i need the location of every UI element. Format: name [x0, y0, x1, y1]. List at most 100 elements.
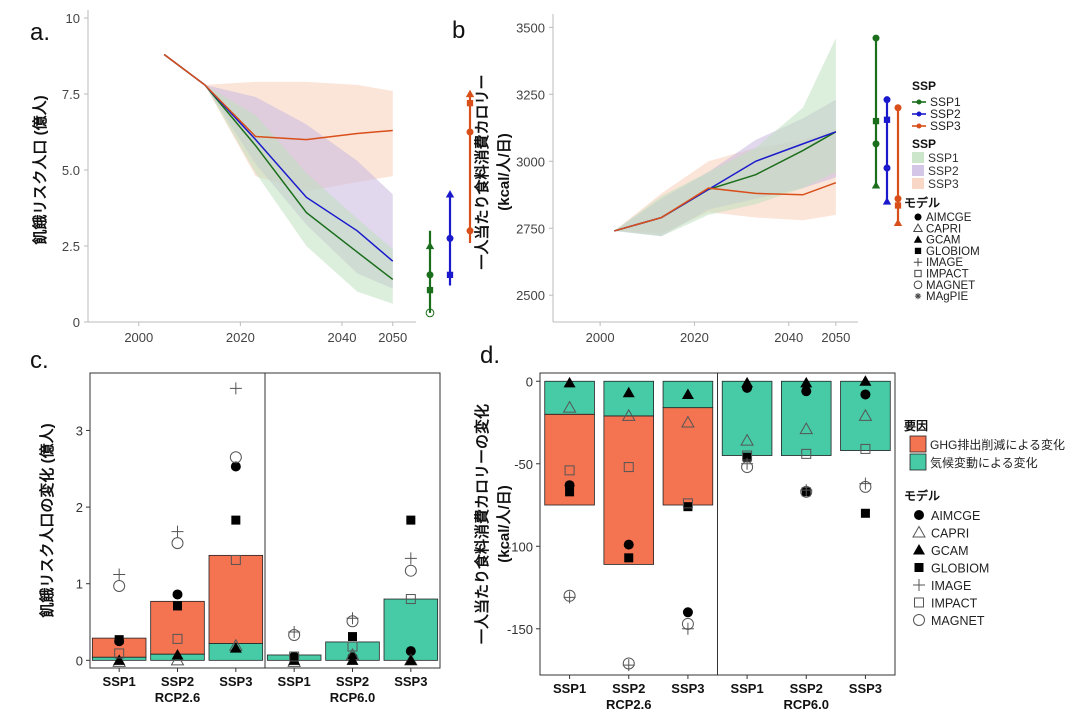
model-marker-impact	[623, 462, 634, 473]
model-marker-magnet	[288, 629, 301, 642]
x-tick-label: 2040	[774, 330, 803, 345]
x-tick-label: 2050	[378, 330, 407, 345]
model-marker-image	[229, 382, 242, 395]
model-marker-magnet	[622, 657, 635, 670]
x-category-label: SSP2	[612, 681, 645, 696]
model-marker-impact	[564, 465, 575, 476]
range-marker-ssp1	[425, 308, 435, 318]
model-marker-globiom	[114, 635, 124, 645]
legend-line-label-ssp3: SSP3	[930, 119, 961, 133]
legend-line-dot-ssp2	[916, 111, 922, 117]
model-marker-image	[681, 622, 694, 635]
y-tick-label: 3500	[516, 20, 545, 35]
model-marker-capri	[858, 408, 873, 421]
model-marker-globiom	[348, 632, 357, 642]
x-category-label: SSP1	[730, 681, 763, 696]
model-marker-impact	[114, 648, 125, 659]
y-tick-label: 0	[73, 315, 80, 330]
range-marker-ssp3	[466, 128, 474, 136]
model-marker-capri	[621, 408, 636, 421]
model-marker-magnet	[229, 451, 242, 464]
model-marker-image	[404, 552, 417, 565]
model-marker-aimcge	[682, 607, 693, 618]
legend-model-label-globiom: GLOBIOM	[931, 562, 989, 576]
y-tick-label: 1	[76, 577, 83, 592]
range-marker-ssp1	[426, 286, 434, 294]
range-marker-ssp3	[893, 218, 903, 227]
model-marker-gcam	[404, 654, 417, 665]
band-ssp1	[614, 38, 836, 237]
model-marker-globiom	[565, 487, 575, 497]
legend-model-marker-impact	[914, 597, 924, 608]
legend-model-marker-capri	[912, 525, 926, 538]
model-marker-magnet	[859, 480, 872, 493]
y-tick-label: 2.5	[62, 239, 80, 254]
range-marker-ssp1	[872, 140, 880, 148]
model-marker-globiom	[683, 502, 693, 512]
legend-line-label-ssp1: SSP1	[930, 95, 961, 109]
legend-line-label-ssp2: SSP2	[930, 107, 961, 121]
bar-climate	[721, 380, 773, 456]
model-marker-gcam	[113, 654, 126, 665]
legend-band-ssp2	[912, 165, 924, 176]
x-group-label: RCP2.6	[606, 697, 652, 712]
legend-model-title: モデル	[904, 195, 940, 210]
x-category-label: SSP2	[336, 674, 369, 689]
range-marker-ssp1	[426, 271, 434, 279]
x-category-label: SSP1	[278, 674, 311, 689]
model-marker-gcam	[346, 654, 359, 665]
model-marker-globiom	[742, 452, 752, 462]
model-marker-aimcge	[230, 461, 241, 472]
range-marker-ssp2	[446, 234, 454, 242]
panel-a: a. 0 2.5 5.0 7.5 10 2000 2020 2040 2050 飢餓リスク人口 (億…	[30, 10, 475, 345]
x-group-label: RCP6.0	[783, 697, 829, 712]
legend-model-marker-magnet	[913, 280, 923, 290]
panel-d: d. 0 -50 -100 -150 一人当たり食料消費カロリーの変化 (kcal/人/日)…	[473, 342, 896, 712]
model-marker-globiom	[624, 553, 634, 563]
model-marker-gcam	[622, 386, 635, 398]
y-axis-label: 一人当たり食料消費カロリーの変化	[473, 404, 491, 644]
x-category-label: SSP3	[849, 681, 882, 696]
y-tick-label: 3000	[516, 154, 545, 169]
legend-line-dot-ssp3	[916, 123, 922, 129]
legend-model-label-impact: IMPACT	[931, 597, 978, 611]
range-marker-ssp1	[425, 241, 435, 250]
legend-factor-label-ghg: GHG排出削減による変化	[930, 437, 1065, 452]
legend-line-dot-ssp1	[916, 99, 922, 105]
model-marker-gcam	[859, 375, 872, 386]
legend-factor-swatch-ghg	[909, 435, 927, 453]
model-marker-impact	[742, 450, 753, 461]
legend-model-marker-impact	[914, 269, 922, 278]
model-marker-capri	[170, 653, 185, 666]
model-marker-globiom	[173, 601, 182, 611]
legend-ssp-line-title: SSP	[912, 79, 936, 93]
legend-ssp-band-title: SSP	[912, 137, 936, 151]
model-marker-impact	[682, 498, 693, 509]
model-marker-magnet	[171, 537, 184, 550]
band-ssp1	[164, 54, 393, 304]
range-marker-ssp3	[465, 89, 475, 98]
legend-model-marker-gcam	[913, 544, 925, 555]
x-category-label: SSP2	[790, 681, 823, 696]
legend-model-marker-aimcge	[914, 213, 922, 221]
x-category-label: SSP2	[161, 674, 194, 689]
x-tick-label: 2020	[680, 330, 709, 345]
panel-label-panel-b: b	[452, 17, 465, 44]
model-marker-gcam	[741, 376, 754, 388]
legend-model-marker-image	[913, 258, 923, 267]
model-marker-aimcge	[801, 386, 812, 397]
model-marker-magnet	[563, 589, 576, 602]
model-marker-capri	[681, 415, 695, 428]
model-marker-magnet	[681, 617, 694, 630]
x-category-label: SSP1	[553, 681, 586, 696]
model-marker-aimcge	[405, 646, 416, 657]
legend-band-label-ssp1: SSP1	[928, 151, 959, 165]
model-marker-image	[171, 525, 184, 538]
model-marker-impact	[172, 633, 183, 644]
model-marker-globiom	[860, 508, 870, 518]
panel-b: b 2500 2750 3000 3250 3500 2000 2020 2040 2050 一人当…	[452, 14, 903, 345]
bar-ghg	[662, 407, 714, 506]
y-tick-label: 0	[526, 374, 533, 389]
legend-model-title: モデル	[904, 488, 940, 503]
line-ssp3	[163, 53, 393, 141]
